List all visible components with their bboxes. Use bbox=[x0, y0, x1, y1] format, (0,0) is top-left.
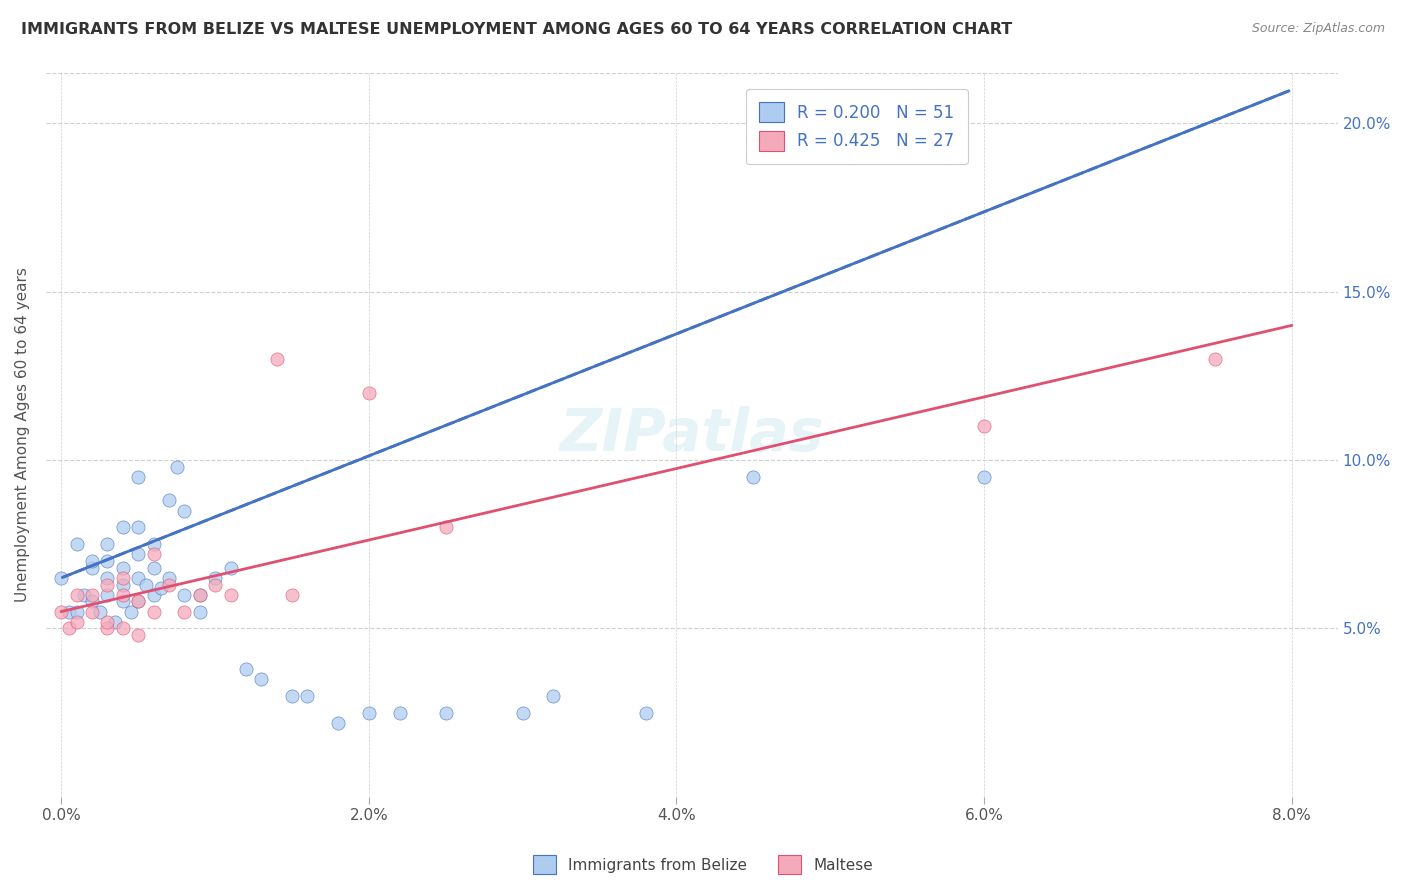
Point bbox=[157, 577, 180, 591]
Point bbox=[66, 537, 89, 551]
Point bbox=[104, 615, 127, 629]
Point bbox=[135, 577, 157, 591]
Point bbox=[150, 581, 173, 595]
Point bbox=[434, 520, 457, 534]
Point bbox=[512, 706, 534, 720]
Point bbox=[973, 419, 995, 434]
Point bbox=[357, 706, 380, 720]
Point bbox=[266, 352, 288, 367]
Point bbox=[188, 605, 211, 619]
Point bbox=[157, 493, 180, 508]
Point bbox=[82, 561, 104, 575]
Point bbox=[281, 689, 304, 703]
Point bbox=[973, 470, 995, 484]
Point bbox=[51, 605, 73, 619]
Point bbox=[127, 520, 149, 534]
Point bbox=[73, 588, 96, 602]
Point bbox=[235, 662, 257, 676]
Point bbox=[51, 571, 73, 585]
Point bbox=[328, 715, 350, 730]
Point bbox=[127, 628, 149, 642]
Point bbox=[111, 621, 134, 635]
Point bbox=[89, 605, 111, 619]
Point bbox=[297, 689, 319, 703]
Point bbox=[742, 470, 765, 484]
Point bbox=[66, 588, 89, 602]
Point bbox=[142, 561, 165, 575]
Legend: Immigrants from Belize, Maltese: Immigrants from Belize, Maltese bbox=[527, 849, 879, 880]
Point bbox=[96, 537, 118, 551]
Y-axis label: Unemployment Among Ages 60 to 64 years: Unemployment Among Ages 60 to 64 years bbox=[15, 268, 30, 602]
Point bbox=[111, 588, 134, 602]
Text: ZIPatlas: ZIPatlas bbox=[560, 407, 824, 463]
Point bbox=[1204, 352, 1226, 367]
Point bbox=[111, 571, 134, 585]
Point bbox=[96, 554, 118, 568]
Point bbox=[142, 547, 165, 561]
Point bbox=[219, 588, 242, 602]
Point bbox=[219, 561, 242, 575]
Point bbox=[204, 571, 226, 585]
Point bbox=[127, 594, 149, 608]
Point bbox=[66, 615, 89, 629]
Point bbox=[96, 588, 118, 602]
Point bbox=[120, 605, 142, 619]
Point bbox=[188, 588, 211, 602]
Point bbox=[173, 605, 195, 619]
Point bbox=[111, 561, 134, 575]
Point bbox=[111, 520, 134, 534]
Legend: R = 0.200   N = 51, R = 0.425   N = 27: R = 0.200 N = 51, R = 0.425 N = 27 bbox=[745, 88, 967, 164]
Point bbox=[388, 706, 411, 720]
Point bbox=[96, 615, 118, 629]
Point bbox=[142, 588, 165, 602]
Point bbox=[82, 594, 104, 608]
Point bbox=[434, 706, 457, 720]
Point bbox=[543, 689, 565, 703]
Point bbox=[188, 588, 211, 602]
Point bbox=[96, 577, 118, 591]
Point bbox=[96, 621, 118, 635]
Point bbox=[127, 470, 149, 484]
Point bbox=[204, 577, 226, 591]
Text: Source: ZipAtlas.com: Source: ZipAtlas.com bbox=[1251, 22, 1385, 36]
Point bbox=[66, 605, 89, 619]
Point bbox=[111, 577, 134, 591]
Point bbox=[111, 594, 134, 608]
Point bbox=[173, 503, 195, 517]
Point bbox=[82, 605, 104, 619]
Point bbox=[82, 588, 104, 602]
Point bbox=[357, 385, 380, 400]
Point bbox=[96, 571, 118, 585]
Point bbox=[157, 571, 180, 585]
Point bbox=[82, 554, 104, 568]
Point bbox=[127, 547, 149, 561]
Point bbox=[166, 459, 188, 474]
Point bbox=[281, 588, 304, 602]
Point bbox=[250, 672, 273, 686]
Point bbox=[634, 706, 657, 720]
Point bbox=[127, 594, 149, 608]
Point bbox=[58, 621, 80, 635]
Point bbox=[142, 537, 165, 551]
Text: IMMIGRANTS FROM BELIZE VS MALTESE UNEMPLOYMENT AMONG AGES 60 TO 64 YEARS CORRELA: IMMIGRANTS FROM BELIZE VS MALTESE UNEMPL… bbox=[21, 22, 1012, 37]
Point bbox=[142, 605, 165, 619]
Point bbox=[127, 571, 149, 585]
Point bbox=[58, 605, 80, 619]
Point bbox=[173, 588, 195, 602]
